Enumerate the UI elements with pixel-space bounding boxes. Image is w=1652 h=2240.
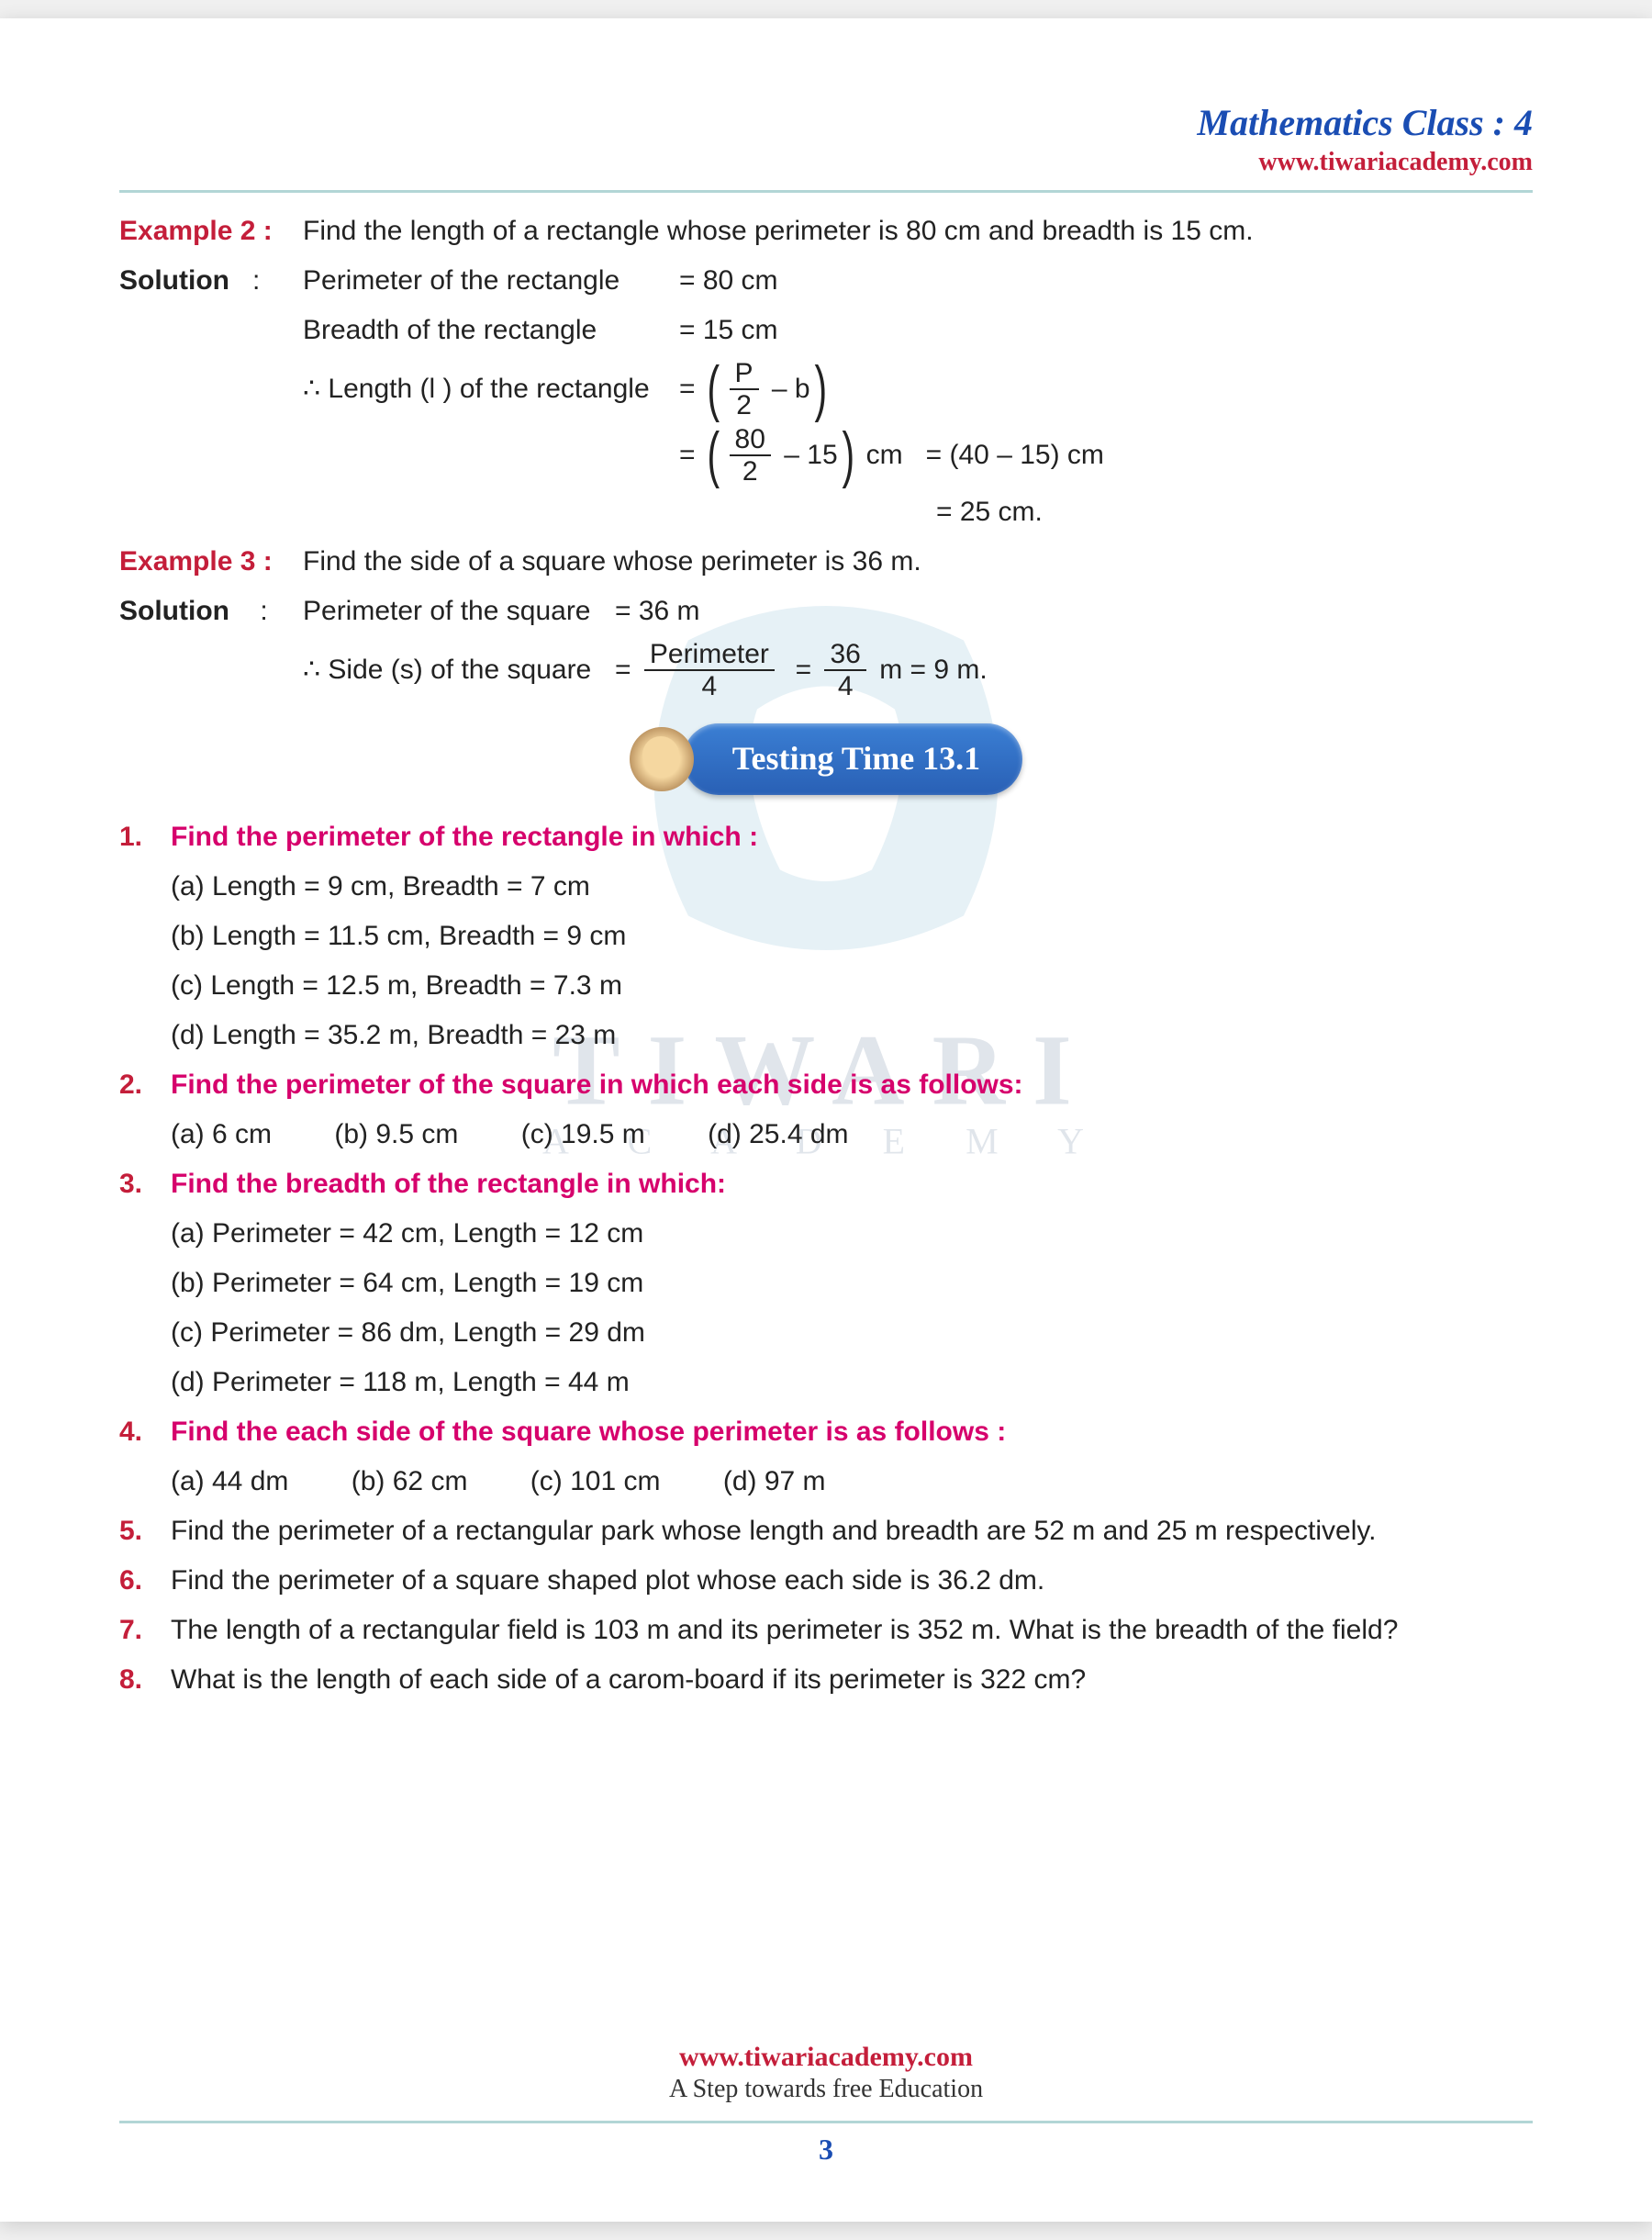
q2-c: (c) 19.5 m: [521, 1113, 645, 1157]
close-paren-icon: ): [814, 361, 827, 417]
eq-sign: =: [679, 367, 696, 411]
q7-num: 7.: [119, 1608, 171, 1652]
eq-sign: =: [615, 648, 631, 692]
close-paren-icon: ): [842, 427, 854, 483]
sol3-line1-l: Perimeter of the square: [303, 589, 615, 633]
q1-head: Find the perimeter of the rectangle in w…: [171, 815, 1533, 859]
eq-result: m = 9 m.: [879, 648, 988, 692]
q4-options: (a) 44 dm (b) 62 cm (c) 101 cm (d) 97 m: [171, 1460, 1533, 1504]
q2-a: (a) 6 cm: [171, 1113, 272, 1157]
q1-options: (a) Length = 9 cm, Breadth = 7 cm (b) Le…: [171, 865, 1533, 1058]
q8-num: 8.: [119, 1658, 171, 1702]
sol2-line2-r: = 15 cm: [679, 308, 778, 353]
solution2-breadth: Breadth of the rectangle = 15 cm: [119, 308, 1533, 353]
solution2-length-formula: ∴ Length (l ) of the rectangle = ( P 2 –…: [119, 358, 1533, 420]
q4-a: (a) 44 dm: [171, 1460, 288, 1504]
example3-text: Find the side of a square whose perimete…: [303, 540, 921, 584]
banner-title: Testing Time 13.1: [683, 723, 1022, 795]
example2-label: Example 2 :: [119, 216, 273, 246]
header-divider: [119, 190, 1533, 193]
eq-unit: cm: [866, 433, 903, 477]
sol2-line1-r: = 80 cm: [679, 259, 778, 303]
q3-d: (d) Perimeter = 118 m, Length = 44 m: [171, 1361, 1533, 1405]
header-link: www.tiwariacademy.com: [119, 148, 1533, 177]
example2-text: Find the length of a rectangle whose per…: [303, 209, 1254, 253]
sol3-line2-l: ∴ Side (s) of the square: [303, 648, 615, 692]
eq-mid: =: [796, 648, 812, 692]
q5-text: Find the perimeter of a rectangular park…: [171, 1509, 1533, 1553]
q2-d: (d) 25.4 dm: [708, 1113, 848, 1157]
q6-text: Find the perimeter of a square shaped pl…: [171, 1559, 1533, 1603]
page-number: 3: [0, 2133, 1652, 2167]
example3-row: Example 3 : Find the side of a square wh…: [119, 540, 1533, 584]
fraction-perimeter-over-4: Perimeter 4: [644, 639, 775, 701]
q8-text: What is the length of each side of a car…: [171, 1658, 1533, 1702]
mascot-icon: [630, 727, 694, 791]
q4-d: (d) 97 m: [723, 1460, 826, 1504]
q3-b: (b) Perimeter = 64 cm, Length = 19 cm: [171, 1261, 1533, 1305]
open-paren-icon: (: [707, 427, 720, 483]
footer-divider: [119, 2121, 1533, 2123]
footer-link: www.tiwariacademy.com: [0, 2042, 1652, 2073]
solution3-label: Solution: [119, 596, 229, 626]
q3-options: (a) Perimeter = 42 cm, Length = 12 cm (b…: [171, 1212, 1533, 1405]
q3-a: (a) Perimeter = 42 cm, Length = 12 cm: [171, 1212, 1533, 1256]
q2-b: (b) 9.5 cm: [334, 1113, 458, 1157]
solution3-perimeter: Solution : Perimeter of the square = 36 …: [119, 589, 1533, 633]
q4-head: Find the each side of the square whose p…: [171, 1410, 1533, 1454]
question-7: 7. The length of a rectangular field is …: [119, 1608, 1533, 1652]
q1-a: (a) Length = 9 cm, Breadth = 7 cm: [171, 865, 1533, 909]
q3-c: (c) Perimeter = 86 dm, Length = 29 dm: [171, 1311, 1533, 1355]
sol2-line1-l: Perimeter of the rectangle: [303, 259, 679, 303]
q3-head: Find the breadth of the rectangle in whi…: [171, 1162, 1533, 1206]
fraction-80-over-2: 80 2: [730, 424, 771, 487]
sol2-line2-l: Breadth of the rectangle: [303, 308, 679, 353]
solution2-length-calc: = ( 80 2 – 15 ) cm = (40 – 15) cm: [119, 424, 1533, 487]
example2-row: Example 2 : Find the length of a rectang…: [119, 209, 1533, 253]
eq-result2: = 25 cm.: [936, 490, 1043, 534]
header-title: Mathematics Class : 4: [119, 101, 1533, 144]
q1-b: (b) Length = 11.5 cm, Breadth = 9 cm: [171, 914, 1533, 958]
open-paren-icon: (: [707, 361, 720, 417]
q2-options: (a) 6 cm (b) 9.5 cm (c) 19.5 m (d) 25.4 …: [171, 1113, 1533, 1157]
q1-d: (d) Length = 35.2 m, Breadth = 23 m: [171, 1014, 1533, 1058]
testing-time-banner: Testing Time 13.1: [119, 723, 1533, 795]
q5-num: 5.: [119, 1509, 171, 1553]
solution3-side-calc: ∴ Side (s) of the square = Perimeter 4 =…: [119, 639, 1533, 701]
question-8: 8. What is the length of each side of a …: [119, 1658, 1533, 1702]
eq-sign: =: [679, 433, 696, 477]
q4-c: (c) 101 cm: [530, 1460, 661, 1504]
eq-mid: – 15: [784, 433, 837, 477]
q2-num: 2.: [119, 1063, 171, 1107]
fraction-36-over-4: 36 4: [824, 639, 865, 701]
eq-result1: = (40 – 15) cm: [926, 433, 1104, 477]
q1-num: 1.: [119, 815, 171, 859]
question-2: 2. Find the perimeter of the square in w…: [119, 1063, 1533, 1107]
solution2-perimeter: Solution : Perimeter of the rectangle = …: [119, 259, 1533, 303]
q4-b: (b) 62 cm: [352, 1460, 468, 1504]
q6-num: 6.: [119, 1559, 171, 1603]
footer-subtitle: A Step towards free Education: [0, 2075, 1652, 2104]
q4-num: 4.: [119, 1410, 171, 1454]
question-3: 3. Find the breadth of the rectangle in …: [119, 1162, 1533, 1206]
sol2-line3-l: ∴ Length (l ) of the rectangle: [303, 367, 679, 411]
question-6: 6. Find the perimeter of a square shaped…: [119, 1559, 1533, 1603]
solution2-length-result: = 25 cm.: [119, 490, 1533, 534]
q3-num: 3.: [119, 1162, 171, 1206]
q1-c: (c) Length = 12.5 m, Breadth = 7.3 m: [171, 964, 1533, 1008]
question-1: 1. Find the perimeter of the rectangle i…: [119, 815, 1533, 859]
page: TIWARI A C A D E M Y Mathematics Class :…: [0, 18, 1652, 2222]
eq-tail: – b: [772, 367, 810, 411]
page-footer: www.tiwariacademy.com A Step towards fre…: [0, 2042, 1652, 2167]
q2-head: Find the perimeter of the square in whic…: [171, 1063, 1533, 1107]
solution2-label: Solution: [119, 265, 229, 296]
q7-text: The length of a rectangular field is 103…: [171, 1608, 1533, 1652]
example3-label: Example 3 :: [119, 546, 273, 577]
question-4: 4. Find the each side of the square whos…: [119, 1410, 1533, 1454]
question-5: 5. Find the perimeter of a rectangular p…: [119, 1509, 1533, 1553]
content: Example 2 : Find the length of a rectang…: [119, 209, 1533, 1702]
sol3-line1-r: = 36 m: [615, 589, 700, 633]
fraction-p-over-2: P 2: [730, 358, 759, 420]
page-header: Mathematics Class : 4 www.tiwariacademy.…: [119, 101, 1533, 177]
